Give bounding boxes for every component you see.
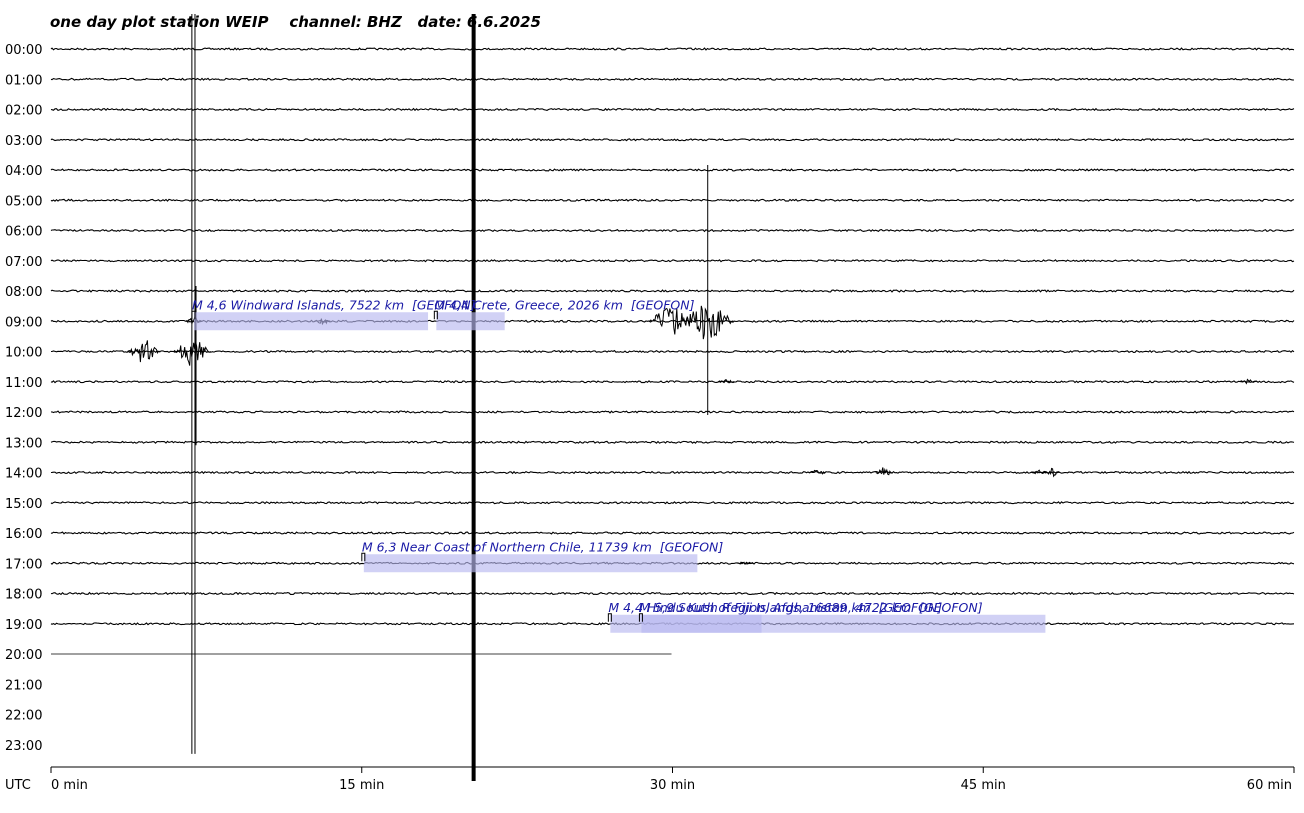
hour-label-1600: 16:00 (5, 527, 42, 542)
hour-label-1900: 19:00 (5, 618, 42, 633)
event-m-5-9-south-of-fiji-islands-16689-km: M 5,9 South of Fiji Islands, 16689 km [G… (638, 600, 1046, 633)
trace-hour-0600 (50, 228, 1295, 233)
hour-label-2000: 20:00 (5, 648, 42, 663)
title-channel: BHZ (367, 13, 418, 31)
hour-labels: 00:00 01:00 02:00 03:00 04:00 05:00 06:00 07:00… (5, 43, 42, 754)
trace-hour-0800 (50, 289, 1295, 293)
event-marker-icon (607, 613, 612, 622)
hour-label-0100: 01:00 (5, 73, 42, 88)
hour-label-2100: 21:00 (5, 678, 42, 693)
x-axis-unit: UTC (5, 778, 31, 793)
signal-burst-5 (127, 340, 161, 363)
signal-burst-13 (736, 561, 754, 565)
event-m-4-6-windward-islands-7522-km: M 4,6 Windward Islands, 7522 km [GEOFON] (191, 297, 476, 331)
event-label: M 4,4 Crete, Greece, 2026 km [GEOFON] (434, 297, 694, 312)
event-marker-icon (638, 613, 643, 622)
signal-burst-7 (718, 379, 735, 384)
trace-hour-1400 (50, 470, 1295, 475)
event-marker-icon (191, 310, 196, 320)
trace-hour-1500 (50, 501, 1295, 505)
trace-hour-0200 (50, 107, 1295, 112)
event-window (193, 312, 429, 331)
hour-label-0800: 08:00 (5, 285, 42, 300)
event-window (363, 554, 698, 573)
trace-hour-1300 (50, 440, 1295, 444)
x-tick-label-30: 30 min (650, 778, 695, 793)
hour-label-2200: 22:00 (5, 709, 42, 724)
trace-hour-0400 (50, 168, 1295, 172)
trace-hour-0000 (50, 47, 1295, 51)
x-tick-label-60: 60 min (1247, 778, 1292, 793)
signal-burst-10 (875, 467, 893, 476)
hour-label-0600: 06:00 (5, 225, 42, 240)
trace-hour-1100 (50, 380, 1295, 384)
trace-hour-0700 (50, 259, 1295, 263)
hour-label-1400: 14:00 (5, 467, 42, 482)
signal-burst-11 (1031, 469, 1048, 475)
hour-label-2300: 23:00 (5, 739, 42, 754)
event-layer: M 4,6 Windward Islands, 7522 km [GEOFON]… (191, 297, 1046, 633)
hour-label-1300: 13:00 (5, 436, 42, 451)
event-marker-icon (433, 310, 438, 320)
hour-label-0200: 02:00 (5, 104, 42, 119)
title-date: 6.6.2025 (467, 13, 541, 31)
event-window (436, 312, 505, 331)
signal-burst-8 (1240, 378, 1257, 385)
plot-title: one day plot station WEIP channel: BHZ d… (50, 13, 541, 31)
event-label: M 5,9 South of Fiji Islands, 16689 km [G… (639, 600, 942, 615)
hour-label-0700: 07:00 (5, 255, 42, 270)
time-axis: UTC 0 min 15 min 30 min 45 min 60 min (5, 766, 1295, 793)
x-tick-label-15: 15 min (339, 778, 384, 793)
trace-hour-1800 (50, 591, 1295, 596)
hour-label-1200: 12:00 (5, 406, 42, 421)
title-prefix: one day plot station (50, 13, 225, 31)
hour-label-1500: 15:00 (5, 497, 42, 512)
event-window (641, 614, 1046, 633)
x-tick-label-0: 0 min (51, 778, 88, 793)
hour-label-0300: 03:00 (5, 134, 42, 149)
hour-label-0400: 04:00 (5, 164, 42, 179)
hour-label-0500: 05:00 (5, 194, 42, 209)
event-marker-icon (361, 552, 366, 562)
title-station: WEIP (225, 13, 289, 31)
trace-hour-0500 (50, 198, 1295, 202)
event-m-4-4-crete-greece-2026-km: M 4,4 Crete, Greece, 2026 km [GEOFON] (433, 297, 695, 331)
hour-label-0900: 09:00 (5, 315, 42, 330)
event-label: M 6,3 Near Coast of Northern Chile, 1173… (362, 539, 724, 554)
hour-label-1100: 11:00 (5, 376, 42, 391)
title-channel-label: channel: (289, 13, 367, 31)
trace-hour-1600 (50, 531, 1295, 535)
trace-hour-1200 (50, 410, 1295, 414)
hour-label-0000: 00:00 (5, 43, 42, 58)
event-label: M 4,4 Hindu Kush Region, Afghanistan, 47… (608, 600, 982, 615)
hour-label-1700: 17:00 (5, 557, 42, 572)
trace-hour-0100 (50, 77, 1295, 81)
signal-burst-12 (1043, 467, 1060, 478)
event-m-6-3-near-coast-of-northern-chile-11739-km: M 6,3 Near Coast of Northern Chile, 1173… (361, 539, 724, 573)
spike-layer (191, 14, 709, 782)
signal-burst-9 (809, 469, 826, 475)
trace-hour-0300 (50, 138, 1295, 142)
x-tick-label-45: 45 min (961, 778, 1006, 793)
trace-hour-1000 (51, 349, 1295, 354)
event-label: M 4,6 Windward Islands, 7522 km [GEOFON] (192, 297, 476, 312)
hour-label-1000: 10:00 (5, 346, 42, 361)
title-date-label: date: (417, 13, 466, 31)
hour-label-1800: 18:00 (5, 588, 42, 603)
